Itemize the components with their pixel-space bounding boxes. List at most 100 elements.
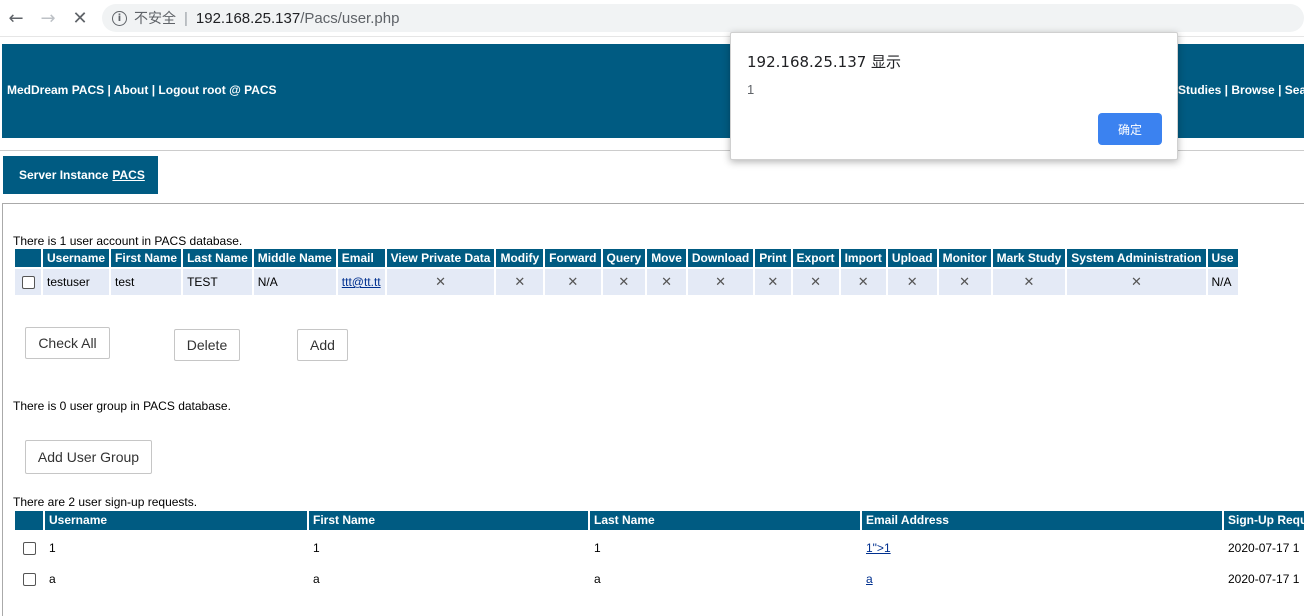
- col-use: Use: [1207, 249, 1238, 267]
- users-header-row: Username First Name Last Name Middle Nam…: [15, 249, 1238, 267]
- url-path[interactable]: /Pacs/user.php: [300, 9, 400, 27]
- x-mark-icon: ✕: [992, 269, 1066, 295]
- dialog-ok-button[interactable]: 确定: [1098, 113, 1162, 145]
- x-mark-icon: ✕: [755, 269, 791, 295]
- browser-toolbar: ← → ✕ i 不安全 | 192.168.25.137/Pacs/user.p…: [0, 0, 1304, 37]
- col-monitor: Monitor: [938, 249, 991, 267]
- url-host[interactable]: 192.168.25.137: [195, 9, 301, 27]
- x-mark-icon: ✕: [602, 269, 646, 295]
- header-right-links: Studies | Browse | Sea: [1178, 83, 1304, 97]
- link-separator: |: [148, 83, 159, 97]
- link-separator: |: [1221, 83, 1232, 97]
- header-left-links: MedDream PACS | About | Logout root @ PA…: [7, 83, 277, 97]
- x-mark-icon: ✕: [496, 269, 544, 295]
- cell-last-name: TEST: [183, 269, 252, 295]
- x-mark-icon: ✕: [647, 269, 686, 295]
- signup-last-name: 1: [594, 541, 601, 555]
- logout-link[interactable]: Logout root @ PACS: [158, 83, 277, 97]
- tab-server-instance[interactable]: Server Instance PACS: [3, 156, 158, 194]
- signup-date: 2020-07-17 1: [1228, 572, 1300, 586]
- divider: [0, 150, 1304, 151]
- link-separator: |: [104, 83, 114, 97]
- col-view-private-data: View Private Data: [386, 249, 495, 267]
- info-icon[interactable]: i: [112, 10, 127, 26]
- add-user-group-button[interactable]: Add User Group: [25, 440, 152, 474]
- dialog-message: 1: [747, 82, 755, 97]
- col-signup-first-name: First Name: [309, 511, 588, 530]
- stop-loading-icon[interactable]: ✕: [72, 7, 88, 29]
- studies-link[interactable]: Studies: [1178, 83, 1222, 97]
- col-modify: Modify: [496, 249, 544, 267]
- search-link[interactable]: Sea: [1284, 83, 1304, 97]
- col-last-name: Last Name: [183, 249, 252, 267]
- signup-date: 2020-07-17 1: [1228, 541, 1300, 555]
- col-signup-email: Email Address: [862, 511, 1222, 530]
- x-mark-icon: ✕: [887, 269, 937, 295]
- delete-button[interactable]: Delete: [174, 329, 240, 361]
- signup-username: 1: [49, 541, 56, 555]
- col-mark-study: Mark Study: [992, 249, 1066, 267]
- signup-email-link[interactable]: a: [866, 572, 873, 586]
- address-separator: |: [184, 9, 188, 27]
- col-email: Email: [337, 249, 385, 267]
- col-import: Import: [840, 249, 886, 267]
- signup-checkbox[interactable]: [23, 542, 36, 555]
- signup-username: a: [49, 572, 56, 586]
- x-mark-icon: ✕: [545, 269, 601, 295]
- signup-last-name: a: [594, 572, 601, 586]
- back-arrow-icon[interactable]: ←: [8, 7, 24, 29]
- row-checkbox-cell: [15, 269, 41, 295]
- meddream-pacs-link[interactable]: MedDream PACS: [7, 83, 105, 97]
- signup-first-name: 1: [313, 541, 320, 555]
- dialog-title: 192.168.25.137 显示: [747, 53, 902, 71]
- col-signup-last-name: Last Name: [590, 511, 860, 530]
- cell-first-name: test: [111, 269, 182, 295]
- security-label[interactable]: 不安全: [134, 11, 176, 27]
- users-table: Username First Name Last Name Middle Nam…: [13, 247, 1240, 297]
- col-export: Export: [792, 249, 839, 267]
- alert-dialog: 192.168.25.137 显示 1 确定: [730, 32, 1178, 160]
- link-separator: |: [1274, 83, 1285, 97]
- about-link[interactable]: About: [113, 83, 149, 97]
- email-link[interactable]: ttt@tt.tt: [341, 275, 381, 289]
- col-print: Print: [755, 249, 791, 267]
- signups-header-check: [15, 511, 43, 530]
- x-mark-icon: ✕: [938, 269, 991, 295]
- forward-arrow-icon[interactable]: →: [40, 7, 56, 29]
- signup-checkbox[interactable]: [23, 573, 36, 586]
- browse-link[interactable]: Browse: [1231, 83, 1275, 97]
- col-signup-username: Username: [45, 511, 307, 530]
- col-system-administration: System Administration: [1067, 249, 1206, 267]
- add-button[interactable]: Add: [297, 329, 348, 361]
- x-mark-icon: ✕: [687, 269, 754, 295]
- signups-caption: There are 2 user sign-up requests.: [13, 495, 198, 509]
- users-header-check: [15, 249, 41, 267]
- cell-middle-name: N/A: [253, 269, 336, 295]
- x-mark-icon: ✕: [1067, 269, 1206, 295]
- signup-first-name: a: [313, 572, 320, 586]
- col-query: Query: [602, 249, 646, 267]
- users-caption: There is 1 user account in PACS database…: [13, 234, 243, 248]
- x-mark-icon: ✕: [386, 269, 495, 295]
- content-panel: [2, 203, 1304, 616]
- col-first-name: First Name: [111, 249, 182, 267]
- x-mark-icon: ✕: [840, 269, 886, 295]
- col-upload: Upload: [887, 249, 937, 267]
- tab-prefix: Server Instance: [19, 168, 109, 182]
- col-move: Move: [647, 249, 686, 267]
- signup-email-link[interactable]: 1">1: [866, 541, 891, 555]
- x-mark-icon: ✕: [792, 269, 839, 295]
- check-all-button[interactable]: Check All: [25, 327, 110, 359]
- address-bar[interactable]: i 不安全 | 192.168.25.137/Pacs/user.php: [102, 4, 1304, 32]
- cell-email: ttt@tt.tt: [337, 269, 385, 295]
- col-middle-name: Middle Name: [253, 249, 336, 267]
- server-instance-link[interactable]: PACS: [112, 168, 145, 182]
- cell-username: testuser: [43, 269, 110, 295]
- table-row: testuser test TEST N/A ttt@tt.tt ✕ ✕ ✕ ✕…: [15, 269, 1238, 295]
- col-download: Download: [687, 249, 754, 267]
- user-checkbox[interactable]: [21, 276, 35, 290]
- col-signup-date: Sign-Up Requ: [1224, 511, 1304, 530]
- col-forward: Forward: [545, 249, 601, 267]
- col-username: Username: [43, 249, 110, 267]
- cell-use: N/A: [1207, 269, 1238, 295]
